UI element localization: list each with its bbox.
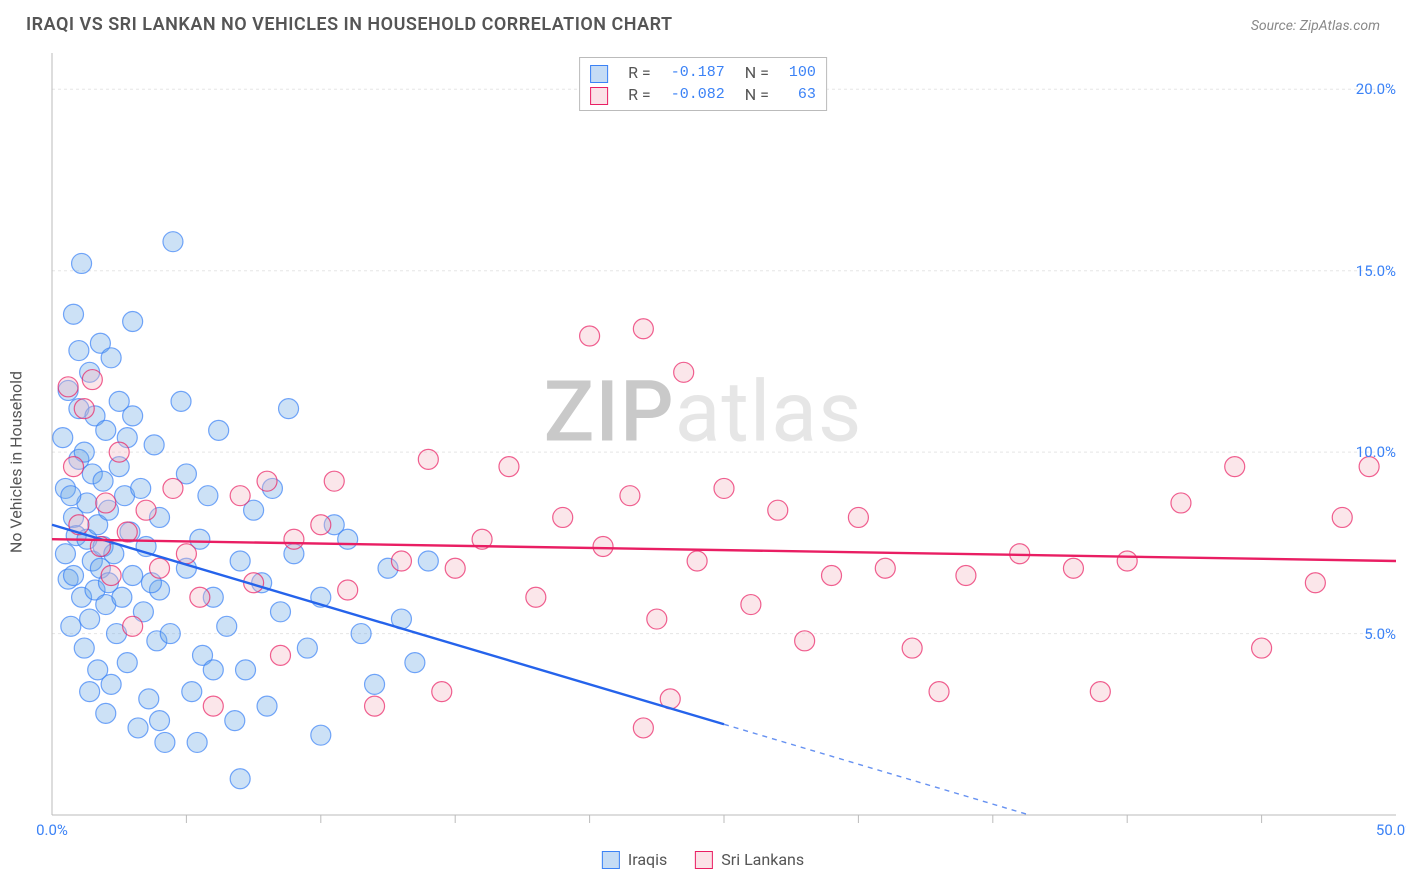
series-legend-label: Sri Lankans (721, 850, 804, 869)
series-legend-label: Iraqis (628, 850, 667, 869)
y-axis-label: No Vehicles in Household (7, 371, 26, 553)
correlation-legend: R =-0.187N =100R =-0.082N =63 (579, 57, 827, 111)
legend-swatch (695, 851, 713, 869)
r-label: R = (618, 84, 661, 106)
correlation-legend-row: R =-0.187N =100 (580, 62, 826, 84)
n-label: N = (735, 62, 779, 84)
legend-swatch (602, 851, 620, 869)
correlation-legend-row: R =-0.082N =63 (580, 84, 826, 106)
y-tick-label: 10.0% (1356, 443, 1396, 461)
chart-container: IRAQI VS SRI LANKAN NO VEHICLES IN HOUSE… (0, 0, 1406, 892)
series-legend-item: Sri Lankans (695, 850, 804, 869)
x-tick-label: 0.0% (36, 821, 68, 839)
chart-title: IRAQI VS SRI LANKAN NO VEHICLES IN HOUSE… (26, 14, 673, 35)
title-bar: IRAQI VS SRI LANKAN NO VEHICLES IN HOUSE… (0, 0, 1406, 43)
y-tick-label: 5.0% (1364, 625, 1396, 643)
y-tick-label: 15.0% (1356, 262, 1396, 280)
n-value: 63 (779, 84, 826, 106)
y-tick-label: 20.0% (1356, 80, 1396, 98)
r-value: -0.082 (661, 84, 735, 106)
n-label: N = (735, 84, 779, 106)
chart-area: No Vehicles in Household ZIPatlas R =-0.… (0, 43, 1406, 881)
x-tick-label: 50.0% (1376, 821, 1406, 839)
legend-swatch (590, 65, 608, 83)
legend-swatch (590, 87, 608, 105)
r-value: -0.187 (661, 62, 735, 84)
r-label: R = (618, 62, 661, 84)
source-attribution: Source: ZipAtlas.com (1251, 18, 1380, 34)
scatter-chart-svg (0, 43, 1406, 881)
n-value: 100 (779, 62, 826, 84)
series-legend-item: Iraqis (602, 850, 667, 869)
series-legend: Iraqis Sri Lankans (602, 850, 804, 869)
